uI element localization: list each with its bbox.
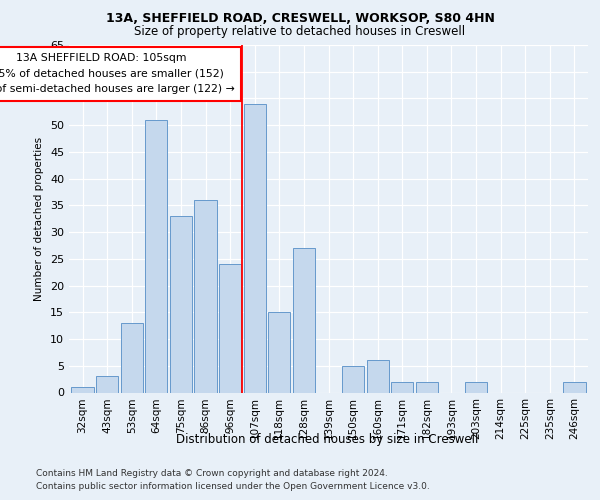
Bar	[145, 120, 167, 392]
Y-axis label: Number of detached properties: Number of detached properties	[34, 136, 44, 301]
Bar	[219, 264, 241, 392]
Text: Distribution of detached houses by size in Creswell: Distribution of detached houses by size …	[176, 432, 478, 446]
Bar	[416, 382, 438, 392]
Text: Contains public sector information licensed under the Open Government Licence v3: Contains public sector information licen…	[36, 482, 430, 491]
Text: Size of property relative to detached houses in Creswell: Size of property relative to detached ho…	[134, 25, 466, 38]
Bar	[194, 200, 217, 392]
Text: Contains HM Land Registry data © Crown copyright and database right 2024.: Contains HM Land Registry data © Crown c…	[36, 469, 388, 478]
Bar	[268, 312, 290, 392]
Bar	[71, 387, 94, 392]
Bar	[391, 382, 413, 392]
Bar	[244, 104, 266, 393]
Bar	[96, 376, 118, 392]
Text: 13A, SHEFFIELD ROAD, CRESWELL, WORKSOP, S80 4HN: 13A, SHEFFIELD ROAD, CRESWELL, WORKSOP, …	[106, 12, 494, 26]
Bar	[293, 248, 315, 392]
Bar	[563, 382, 586, 392]
Text: 13A SHEFFIELD ROAD: 105sqm
← 55% of detached houses are smaller (152)
44% of sem: 13A SHEFFIELD ROAD: 105sqm ← 55% of deta…	[0, 53, 235, 94]
Bar	[342, 366, 364, 392]
Bar	[367, 360, 389, 392]
Bar	[465, 382, 487, 392]
Bar	[121, 323, 143, 392]
Bar	[170, 216, 192, 392]
